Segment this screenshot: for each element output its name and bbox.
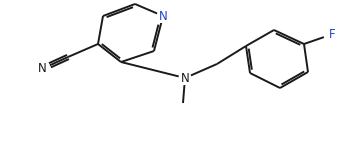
Text: F: F [329, 29, 335, 41]
Text: N: N [159, 10, 167, 22]
Text: N: N [181, 71, 189, 85]
Text: N: N [38, 61, 46, 75]
